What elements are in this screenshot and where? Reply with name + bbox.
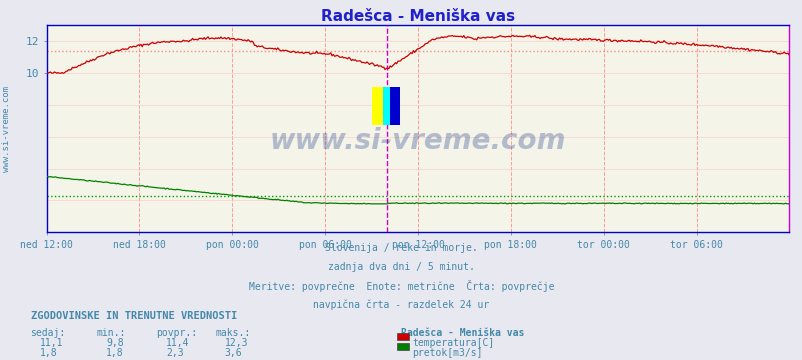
Text: 11,1: 11,1 xyxy=(40,338,63,348)
Text: Meritve: povprečne  Enote: metrične  Črta: povprečje: Meritve: povprečne Enote: metrične Črta:… xyxy=(249,280,553,292)
Text: Slovenija / reke in morje.: Slovenija / reke in morje. xyxy=(325,243,477,253)
Text: navpična črta - razdelek 24 ur: navpična črta - razdelek 24 ur xyxy=(313,299,489,310)
Text: 9,8: 9,8 xyxy=(106,338,124,348)
Text: 3,6: 3,6 xyxy=(225,348,242,358)
Text: www.si-vreme.com: www.si-vreme.com xyxy=(2,86,11,172)
Text: sedaj:: sedaj: xyxy=(30,328,66,338)
Text: www.si-vreme.com: www.si-vreme.com xyxy=(269,127,565,155)
Text: temperatura[C]: temperatura[C] xyxy=(411,338,493,348)
Text: maks.:: maks.: xyxy=(215,328,250,338)
Polygon shape xyxy=(371,87,383,125)
Text: 2,3: 2,3 xyxy=(166,348,184,358)
Text: ZGODOVINSKE IN TRENUTNE VREDNOSTI: ZGODOVINSKE IN TRENUTNE VREDNOSTI xyxy=(30,311,237,321)
Text: min.:: min.: xyxy=(96,328,126,338)
Text: 11,4: 11,4 xyxy=(166,338,189,348)
Text: zadnja dva dni / 5 minut.: zadnja dva dni / 5 minut. xyxy=(328,262,474,272)
Text: 1,8: 1,8 xyxy=(106,348,124,358)
Polygon shape xyxy=(390,87,399,125)
Polygon shape xyxy=(383,87,390,125)
Text: Radešca - Meniška vas: Radešca - Meniška vas xyxy=(401,328,525,338)
Text: 12,3: 12,3 xyxy=(225,338,248,348)
Title: Radešca - Meniška vas: Radešca - Meniška vas xyxy=(321,9,514,24)
Text: pretok[m3/s]: pretok[m3/s] xyxy=(411,348,482,358)
Text: povpr.:: povpr.: xyxy=(156,328,197,338)
Text: 1,8: 1,8 xyxy=(40,348,58,358)
